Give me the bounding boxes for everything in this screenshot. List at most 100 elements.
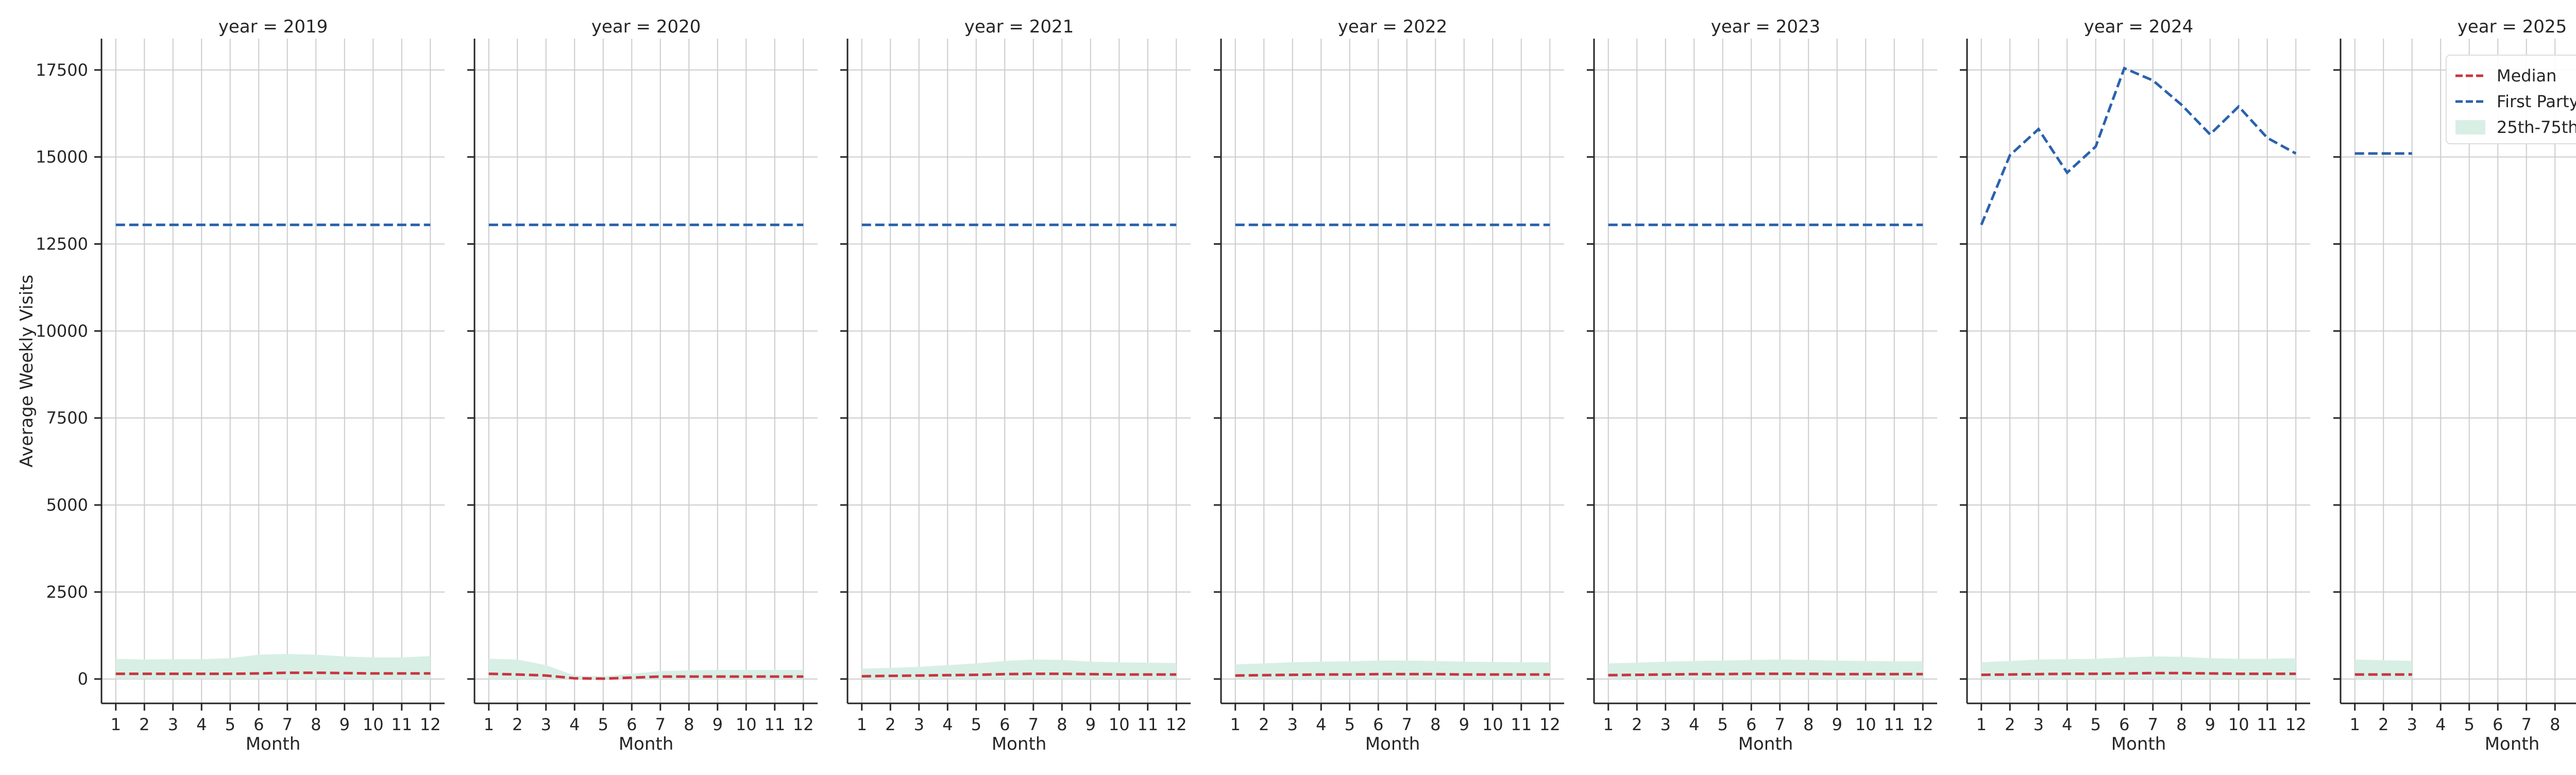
x-tick-label: 4 [2062, 715, 2072, 734]
x-tick-label: 12 [1912, 715, 1934, 734]
x-tick-label: 4 [196, 715, 207, 734]
x-tick-label: 11 [764, 715, 785, 734]
x-tick-label: 8 [684, 715, 694, 734]
x-tick-label: 7 [1402, 715, 1412, 734]
x-tick-label: 9 [1459, 715, 1469, 734]
legend-swatch [2455, 120, 2485, 134]
x-tick-label: 7 [1028, 715, 1039, 734]
x-tick-label: 5 [1345, 715, 1355, 734]
x-tick-label: 5 [2464, 715, 2475, 734]
x-tick-label: 5 [598, 715, 608, 734]
x-tick-label: 12 [793, 715, 814, 734]
x-tick-label: 9 [340, 715, 350, 734]
panel-title: year = 2025 [2458, 16, 2567, 37]
x-tick-label: 7 [282, 715, 293, 734]
x-tick-label: 7 [2148, 715, 2158, 734]
x-tick-label: 8 [2550, 715, 2560, 734]
x-tick-label: 9 [1086, 715, 1096, 734]
x-tick-label: 4 [569, 715, 580, 734]
x-tick-label: 12 [2285, 715, 2307, 734]
x-tick-label: 5 [1718, 715, 1728, 734]
x-tick-label: 8 [1803, 715, 1814, 734]
y-tick-label: 0 [78, 669, 88, 689]
x-tick-label: 2 [512, 715, 522, 734]
x-axis-label: Month [1738, 734, 1793, 754]
x-axis-label: Month [1365, 734, 1420, 754]
x-tick-label: 9 [2205, 715, 2215, 734]
y-tick-label: 15000 [36, 147, 88, 167]
x-tick-label: 7 [2521, 715, 2532, 734]
y-tick-label: 17500 [36, 60, 88, 80]
x-tick-label: 6 [1373, 715, 1383, 734]
median-line [1608, 672, 1923, 677]
x-tick-label: 4 [2435, 715, 2446, 734]
x-tick-label: 6 [626, 715, 637, 734]
legend: Median First Party Median 25th-75th Percen… [2446, 55, 2576, 144]
median-line [488, 672, 804, 680]
x-tick-label: 9 [713, 715, 723, 734]
percentile-band [1608, 659, 1923, 679]
x-tick-label: 11 [2257, 715, 2278, 734]
x-tick-label: 10 [1482, 715, 1503, 734]
x-axis-label: Month [619, 734, 674, 754]
x-tick-label: 7 [1775, 715, 1785, 734]
x-tick-label: 10 [1855, 715, 1876, 734]
y-tick-label: 10000 [36, 321, 88, 341]
x-tick-label: 9 [1832, 715, 1842, 734]
x-tick-label: 5 [2091, 715, 2101, 734]
x-tick-label: 12 [1539, 715, 1561, 734]
y-tick-label: 12500 [36, 234, 88, 254]
x-tick-label: 8 [1057, 715, 1067, 734]
first-party-median-line [1980, 66, 2297, 226]
x-tick-label: 10 [736, 715, 757, 734]
x-tick-label: 4 [1316, 715, 1326, 734]
panel-title: year = 2021 [964, 16, 1074, 37]
x-tick-label: 11 [1137, 715, 1158, 734]
x-tick-label: 2 [1632, 715, 1642, 734]
x-tick-label: 6 [253, 715, 264, 734]
x-tick-label: 5 [225, 715, 235, 734]
x-tick-label: 3 [1660, 715, 1671, 734]
percentile-band [1981, 656, 2296, 679]
x-tick-label: 3 [168, 715, 178, 734]
panel-title: year = 2024 [2084, 16, 2193, 37]
x-tick-label: 2 [1259, 715, 1269, 734]
legend-label: First Party Median [2497, 92, 2576, 111]
median-line [861, 672, 1177, 678]
x-tick-label: 2 [2378, 715, 2388, 734]
x-tick-label: 3 [2033, 715, 2044, 734]
x-tick-label: 1 [111, 715, 121, 734]
x-tick-label: 2 [885, 715, 895, 734]
panel-title: year = 2020 [591, 16, 701, 37]
percentile-band [488, 659, 804, 679]
x-tick-label: 4 [942, 715, 953, 734]
x-tick-label: 2 [2005, 715, 2015, 734]
x-tick-label: 4 [1689, 715, 1699, 734]
x-tick-label: 12 [1166, 715, 1187, 734]
x-tick-label: 1 [1603, 715, 1614, 734]
x-tick-label: 8 [2176, 715, 2187, 734]
median-line [115, 671, 431, 676]
panel-title: year = 2019 [218, 16, 328, 37]
x-tick-label: 5 [971, 715, 981, 734]
percentile-band [2354, 659, 2412, 679]
median-line [1235, 672, 1550, 677]
legend-label: 25th-75th Percentile [2497, 117, 2576, 137]
y-tick-label: 7500 [46, 408, 88, 428]
x-tick-label: 12 [420, 715, 441, 734]
x-tick-label: 1 [1230, 715, 1241, 734]
x-tick-label: 10 [363, 715, 384, 734]
x-tick-label: 3 [2407, 715, 2417, 734]
y-tick-label: 5000 [46, 495, 88, 515]
x-tick-label: 8 [1430, 715, 1440, 734]
x-tick-label: 2 [139, 715, 149, 734]
